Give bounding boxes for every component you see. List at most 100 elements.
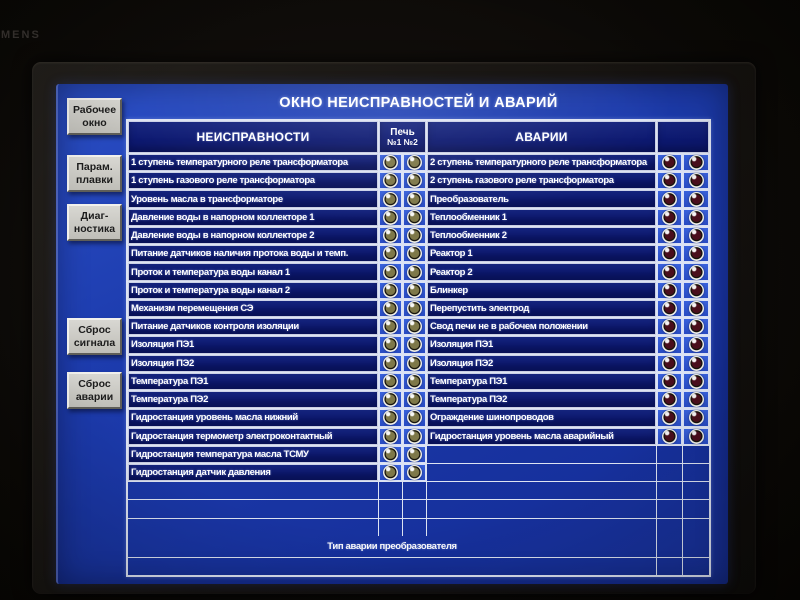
alarm1-lamp-cell [657, 208, 683, 226]
alarm2-lamp-cell [683, 172, 709, 190]
alarm2-indicator-lamp [688, 228, 704, 244]
furnace1-indicator-lamp [383, 465, 398, 481]
alarm2-indicator-lamp [688, 410, 704, 426]
sidebar-button-reset-signal[interactable]: Сброс сигнала [67, 318, 122, 355]
sidebar-button-diagnostics[interactable]: Диаг- ностика [67, 204, 122, 241]
furnace1-lamp-cell [379, 299, 403, 318]
furnace1-indicator-lamp [383, 155, 398, 171]
alarm-name-cell: Ограждение шинопроводов [427, 409, 657, 427]
furnace2-lamp-cell [403, 299, 427, 318]
table-row [128, 518, 709, 536]
furnace1-indicator-lamp [383, 410, 398, 426]
table-row: Механизм перемещения СЭ Перепустить элект… [128, 299, 709, 319]
table-row: Проток и температура воды канал 2 Блинкер [128, 281, 709, 300]
fault-name-cell: Гидростанция температура масла ТСМУ [128, 445, 379, 463]
alarm1-indicator-lamp [662, 319, 677, 335]
fault-name-cell [128, 482, 379, 500]
furnace2-indicator-lamp [407, 300, 422, 316]
alarm1-indicator-lamp [662, 355, 677, 371]
alarm1-lamp-cell [657, 245, 683, 263]
fault-name-cell: Изоляция ПЭ2 [128, 354, 379, 372]
alarm1-lamp-cell [657, 190, 683, 208]
furnace1-indicator-lamp [383, 373, 398, 389]
furnace1-indicator-lamp [383, 355, 398, 371]
hmi-screen: ОКНО НЕИСПРАВНОСТЕЙ И АВАРИЙ Рабочее окн… [56, 84, 728, 584]
alarm-name-cell: Свод печи не в рабочем положении [427, 318, 657, 336]
table-row: Питание датчиков наличия протока воды и … [128, 245, 709, 264]
footer-lamp-cell-1 [657, 536, 683, 557]
furnace1-lamp-cell [379, 263, 403, 281]
sidebar-button-reset-alarm[interactable]: Сброс аварии [67, 372, 122, 409]
alarm2-indicator-lamp [688, 173, 704, 189]
alarm1-indicator-lamp [662, 392, 677, 408]
furnace1-indicator-lamp [383, 428, 398, 444]
alarm-name-cell: Изоляция ПЭ2 [427, 354, 657, 372]
alarm2-lamp-cell [683, 409, 709, 427]
table-row: Давление воды в напорном коллекторе 1 Теп… [128, 208, 709, 227]
alarm2-lamp-cell [683, 391, 709, 409]
alarm2-lamp-cell [683, 318, 709, 336]
alarm2-lamp-cell [683, 519, 709, 536]
furnace1-lamp-cell [379, 208, 403, 226]
alarm1-lamp-cell [657, 518, 683, 536]
fault-name-cell: Гидростанция уровень масла нижний [128, 409, 379, 427]
alarm1-lamp-cell [657, 482, 683, 500]
alarm1-lamp-cell [657, 372, 683, 391]
converter-alarm-type-label: Тип аварии преобразователя [128, 536, 657, 557]
furnace1-indicator-lamp [383, 446, 398, 462]
furnace2-lamp-cell [403, 427, 427, 445]
furnace1-lamp-cell [379, 336, 403, 354]
furnace1-lamp-cell [379, 226, 403, 245]
furnace2-indicator-lamp [407, 428, 422, 444]
furnace2-lamp-cell [403, 190, 427, 208]
table-row: Гидростанция температура масла ТСМУ [128, 445, 709, 464]
alarm2-indicator-lamp [688, 373, 704, 389]
furnace2-indicator-lamp [407, 191, 422, 207]
alarm-name-cell: Теплообменник 1 [427, 208, 657, 226]
fault-name-cell: Гидростанция датчик давления [128, 463, 379, 482]
furnace1-lamp-cell [379, 391, 403, 409]
alarm2-lamp-cell [683, 226, 709, 245]
fault-name-cell: Гидростанция термометр электроконтактный [128, 427, 379, 445]
furnace1-indicator-lamp [383, 319, 398, 335]
alarm1-lamp-cell [657, 154, 683, 172]
alarm1-lamp-cell [657, 391, 683, 409]
table-row: Изоляция ПЭ1 Изоляция ПЭ1 [128, 336, 709, 355]
alarm-name-cell: Преобразователь [427, 190, 657, 208]
alarm2-indicator-lamp [688, 300, 704, 316]
alarm1-lamp-cell [657, 500, 683, 518]
alarm1-indicator-lamp [662, 373, 677, 389]
alarm1-lamp-cell [657, 354, 683, 372]
alarm2-indicator-lamp [688, 209, 704, 225]
brand-logo-partial: MENS [1, 29, 41, 41]
alarm2-indicator-lamp [688, 246, 704, 262]
furnace2-lamp-cell [403, 482, 427, 500]
furnace2-indicator-lamp [407, 410, 422, 426]
furnace1-lamp-cell [379, 445, 403, 463]
furnace2-lamp-cell [403, 154, 427, 172]
fault-name-cell: Проток и температура воды канал 1 [128, 263, 379, 281]
alarm2-lamp-cell [683, 208, 709, 226]
furnace-column-header: Печь №1 №2 [379, 121, 427, 153]
alarm2-lamp-cell [683, 263, 709, 281]
fault-name-cell [128, 518, 379, 536]
fault-name-cell: Питание датчиков наличия протока воды и … [128, 245, 379, 263]
furnace2-lamp-cell [403, 500, 427, 518]
bottom-lamp-cell-2 [683, 558, 709, 575]
alarm2-indicator-lamp [688, 191, 704, 207]
alarm2-lamp-cell [683, 336, 709, 354]
furnace2-lamp-cell [403, 318, 427, 336]
furnace2-lamp-cell [403, 445, 427, 463]
sidebar-button-work-window[interactable]: Рабочее окно [67, 98, 122, 135]
table-header-row: НЕИСПРАВНОСТИ Печь №1 №2 АВАРИИ [128, 121, 709, 154]
alarm2-indicator-lamp [688, 355, 704, 371]
furnace1-lamp-cell [379, 372, 403, 391]
alarm1-lamp-cell [657, 427, 683, 445]
furnace2-indicator-lamp [407, 373, 422, 389]
sidebar-button-melt-params[interactable]: Парам. плавки [67, 155, 122, 192]
furnace2-indicator-lamp [407, 246, 422, 262]
furnace2-lamp-cell [403, 172, 427, 190]
table-row: Проток и температура воды канал 1 Реактор… [128, 263, 709, 282]
table-row [128, 500, 709, 519]
furnace1-indicator-lamp [383, 173, 398, 189]
